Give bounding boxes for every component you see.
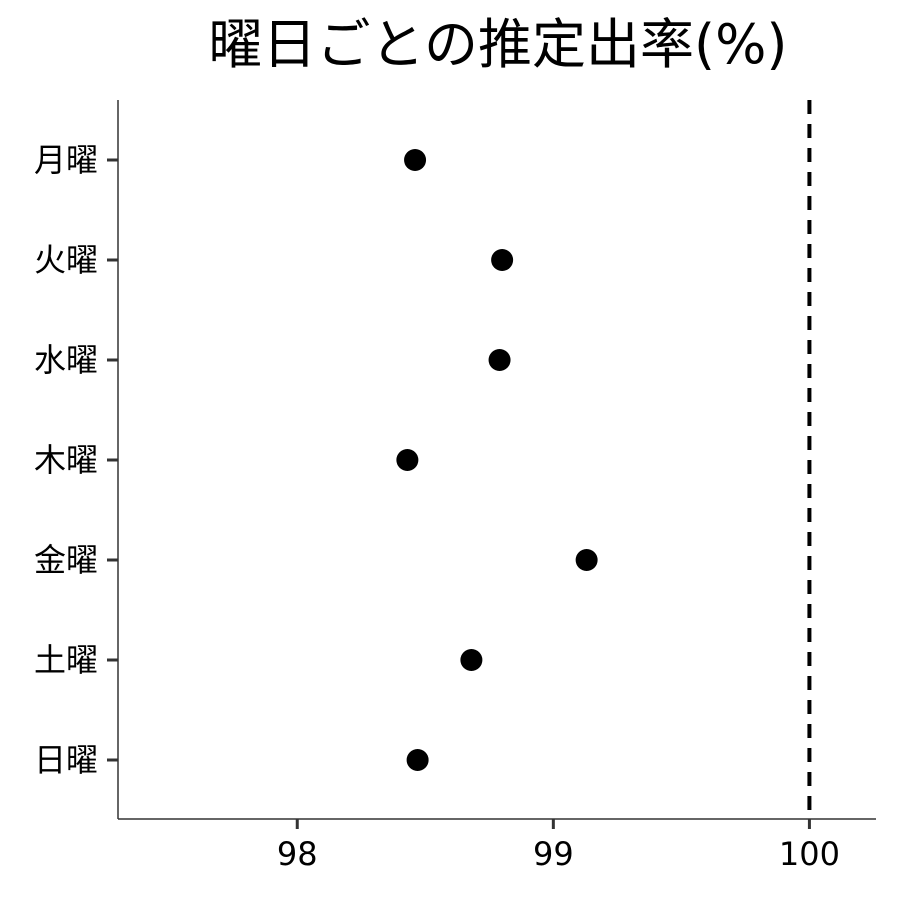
y-tick-label: 土曜 (34, 641, 98, 679)
data-point (404, 149, 427, 171)
chart-title: 曜日ごとの推定出率(%) (208, 13, 788, 76)
data-point (491, 249, 514, 271)
data-point (575, 549, 598, 571)
data-point (488, 349, 511, 371)
x-tick-label: 98 (277, 835, 318, 873)
y-tick-label: 月曜 (34, 141, 98, 179)
x-tick-label: 100 (779, 835, 840, 873)
y-tick-label: 木曜 (34, 441, 98, 479)
data-point (460, 649, 483, 671)
points-layer (396, 149, 598, 771)
data-point (406, 749, 429, 771)
y-tick-label: 日曜 (34, 741, 98, 779)
y-tick-label: 水曜 (34, 341, 98, 379)
data-point (396, 449, 419, 471)
x-tick-label: 99 (533, 835, 574, 873)
y-tick-label: 金曜 (34, 541, 98, 579)
y-tick-label: 火曜 (34, 241, 98, 279)
